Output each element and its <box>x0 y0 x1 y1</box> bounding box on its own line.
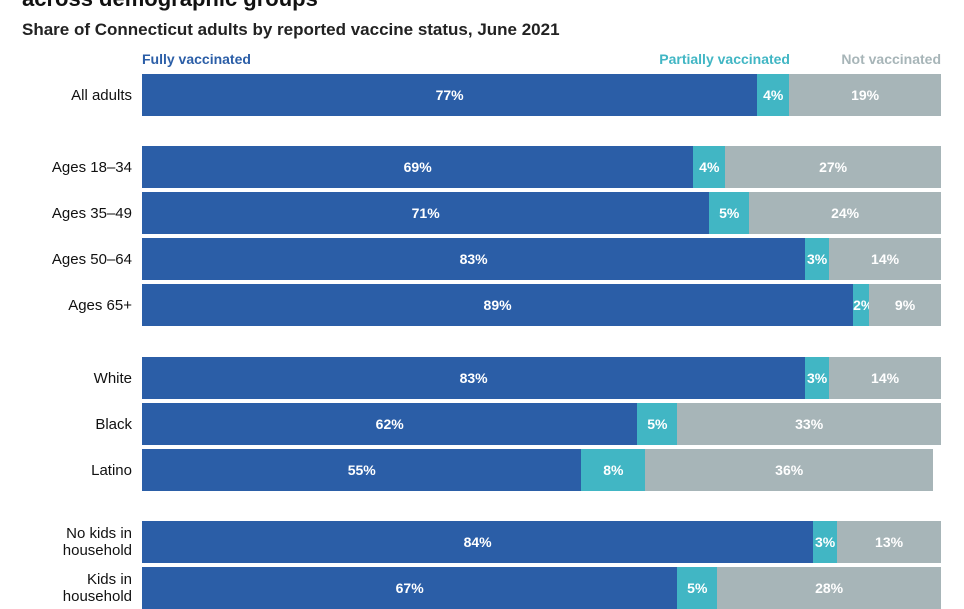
row-label: White <box>93 369 132 387</box>
data-label-not: 27% <box>819 159 848 175</box>
data-label-not: 14% <box>871 370 900 386</box>
data-label-partially: 5% <box>719 205 740 221</box>
data-label-partially: 5% <box>687 580 708 596</box>
bar-segment-fully <box>142 238 806 280</box>
data-label-not: 24% <box>831 205 860 221</box>
data-label-fully: 83% <box>459 370 488 386</box>
chart-title: across demographic groups <box>22 0 318 12</box>
bar-segment-partially <box>813 521 838 563</box>
data-label-partially: 2% <box>853 297 874 313</box>
bar-segment-not <box>789 74 941 116</box>
chart-subtitle: Share of Connecticut adults by reported … <box>22 20 560 39</box>
bar-segment-partially <box>637 403 678 445</box>
bar-segment-fully <box>142 74 758 116</box>
data-label-partially: 3% <box>815 534 836 550</box>
bar-segment-partially <box>693 146 726 188</box>
data-label-fully: 62% <box>375 416 404 432</box>
data-label-not: 36% <box>775 462 804 478</box>
data-label-partially: 4% <box>763 87 784 103</box>
bar-segment-fully <box>142 146 694 188</box>
legend-fully-vaccinated: Fully vaccinated <box>142 51 251 67</box>
data-label-partially: 8% <box>603 462 624 478</box>
bar-segment-partially <box>709 192 750 234</box>
row-label: Ages 65+ <box>68 296 132 314</box>
bar-segment-partially <box>805 238 830 280</box>
data-label-not: 9% <box>894 297 916 313</box>
data-label-not: 19% <box>851 87 880 103</box>
bar-segment-not <box>677 403 941 445</box>
data-label-not: 33% <box>795 416 824 432</box>
bar-segment-partially <box>757 74 790 116</box>
data-label-partially: 4% <box>699 159 720 175</box>
data-label-partially: 3% <box>807 251 828 267</box>
data-label-fully: 67% <box>395 580 424 596</box>
data-label-not: 13% <box>875 534 904 550</box>
bar-segment-not <box>829 357 941 399</box>
bar-segment-not <box>645 449 933 491</box>
data-label-fully: 83% <box>459 251 488 267</box>
bar-segment-partially <box>805 357 830 399</box>
bar-segment-fully <box>142 521 814 563</box>
legend-partially-vaccinated: Partially vaccinated <box>659 51 790 67</box>
row-label: Latino <box>91 461 132 479</box>
bar-segment-not <box>829 238 941 280</box>
bar-segment-not <box>749 192 941 234</box>
row-label: Ages 35–49 <box>51 204 132 222</box>
bar-segment-not <box>837 521 941 563</box>
bar-segment-partially <box>853 284 870 326</box>
data-label-fully: 69% <box>403 159 432 175</box>
bar-segment-fully <box>142 192 710 234</box>
data-label-fully: 71% <box>411 205 440 221</box>
data-label-fully: 89% <box>483 297 512 313</box>
row-label: Ages 50–64 <box>51 250 132 268</box>
bar-segment-fully <box>142 403 638 445</box>
row-label: No kids in household <box>62 525 132 559</box>
bar-segment-not <box>725 146 941 188</box>
bar-segment-fully <box>142 284 854 326</box>
data-label-fully: 77% <box>435 87 464 103</box>
bar-segment-fully <box>142 357 806 399</box>
row-label: All adults <box>71 86 132 104</box>
data-label-partially: 3% <box>807 370 828 386</box>
data-label-not: 14% <box>871 251 900 267</box>
data-label-fully: 84% <box>463 534 492 550</box>
row-label: Black <box>95 415 132 433</box>
data-label-partially: 5% <box>647 416 668 432</box>
legend-not-vaccinated: Not vaccinated <box>841 51 941 67</box>
row-label: Ages 18–34 <box>51 158 132 176</box>
data-label-not: 28% <box>815 580 844 596</box>
bar-segment-partially <box>581 449 646 491</box>
bar-segment-fully <box>142 449 582 491</box>
bar-segment-not <box>869 284 941 326</box>
data-label-fully: 55% <box>347 462 376 478</box>
